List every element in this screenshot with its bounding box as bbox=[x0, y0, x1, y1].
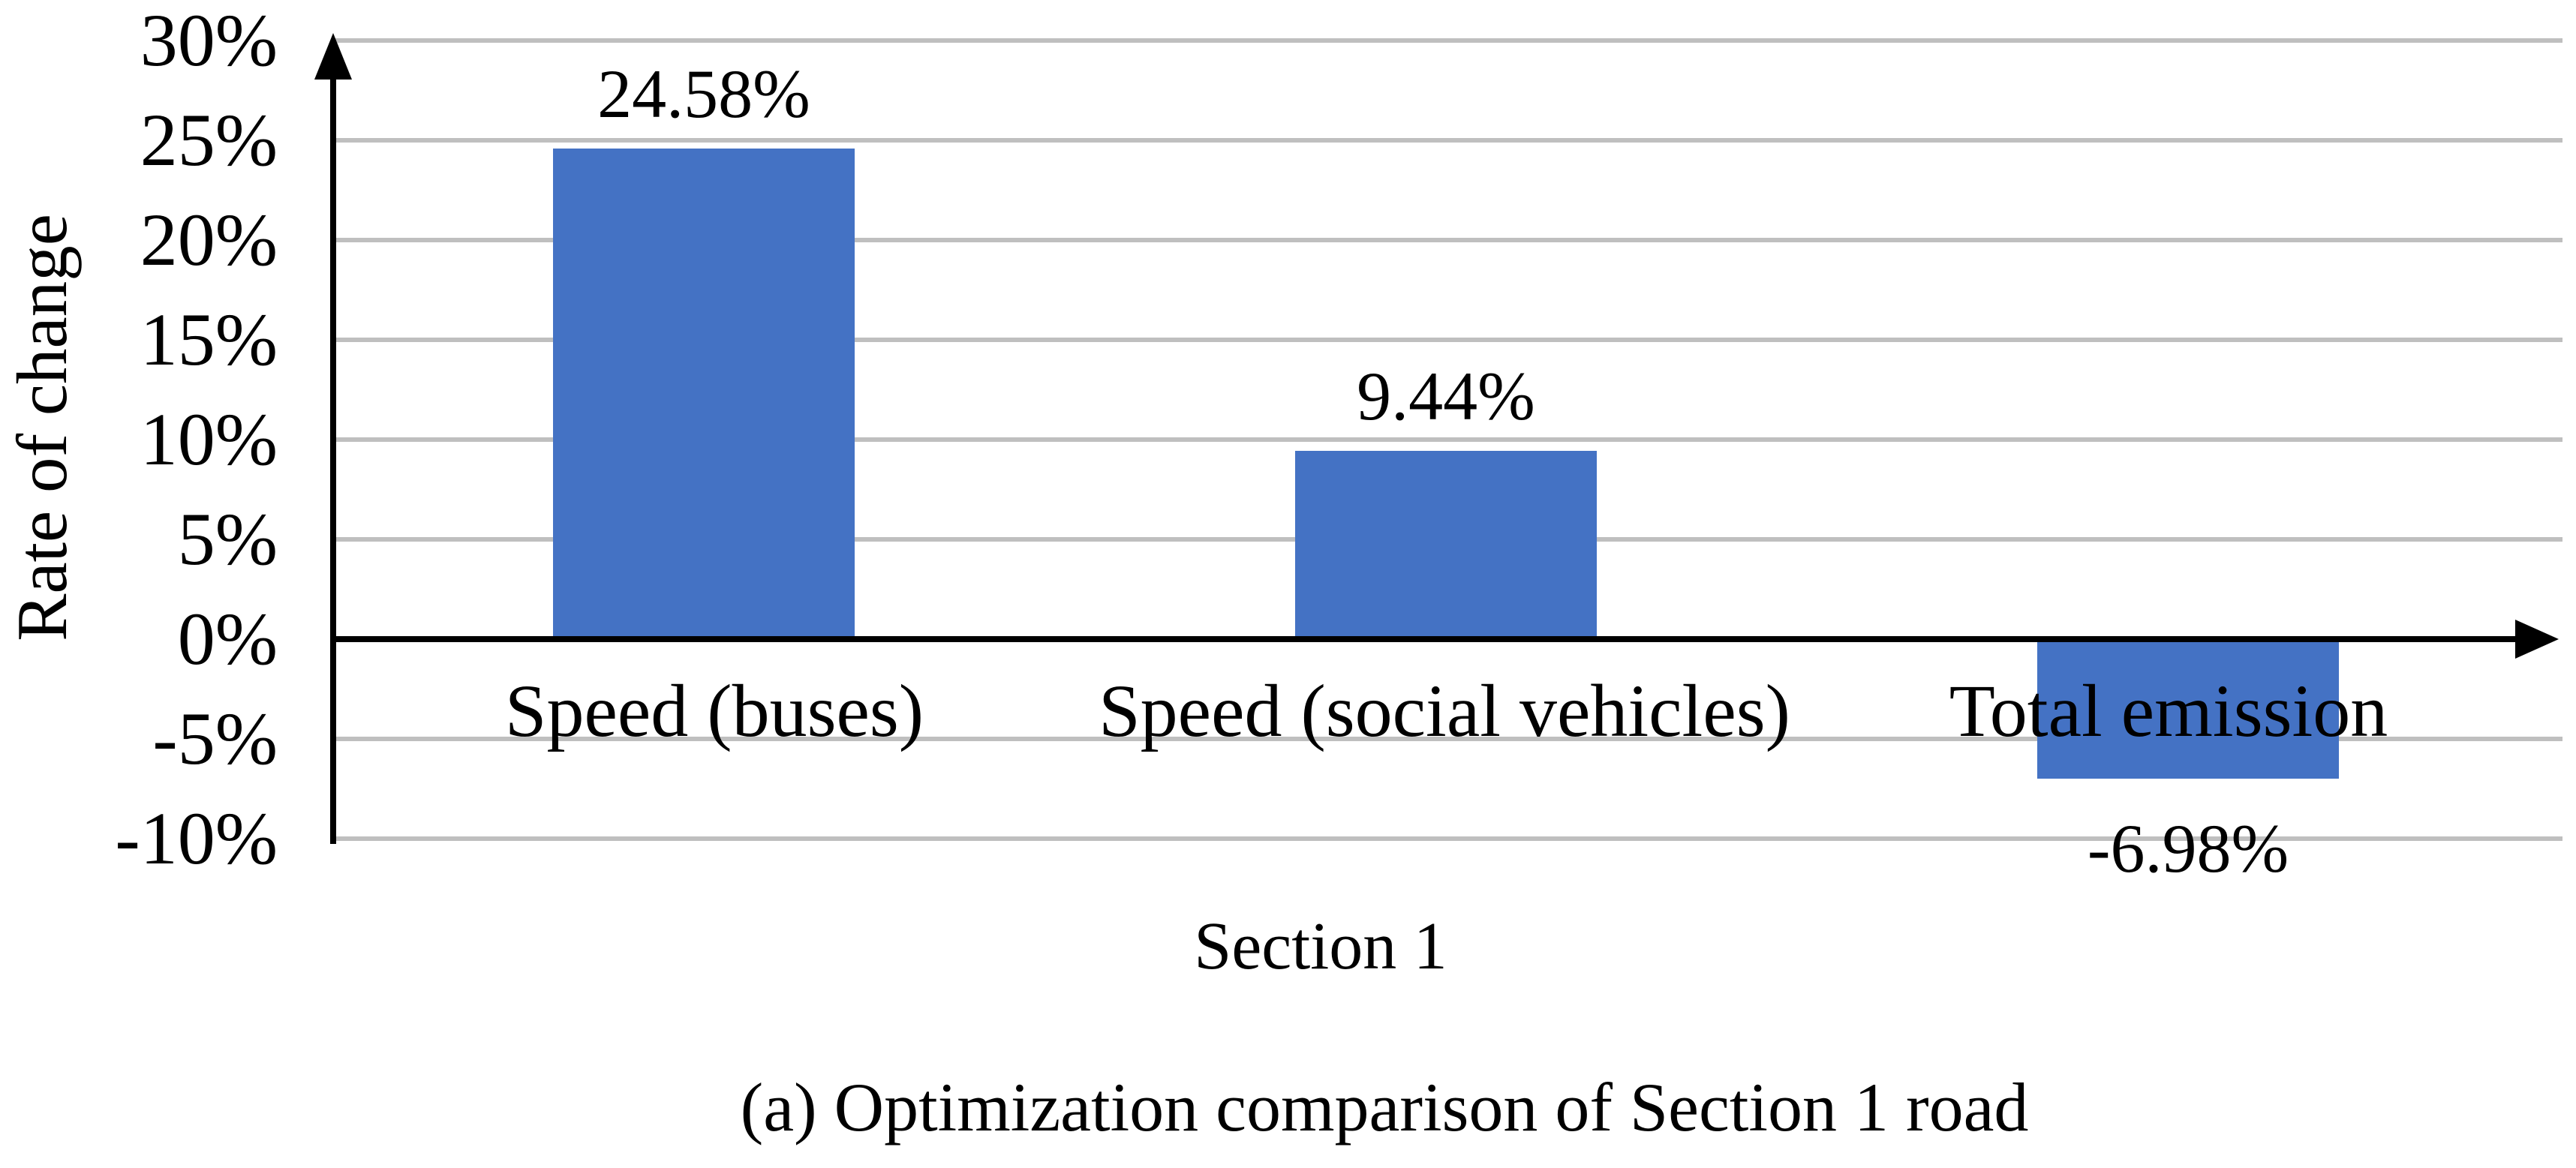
figure-caption: (a) Optimization comparison of Section 1… bbox=[740, 1069, 2029, 1145]
gridline bbox=[333, 836, 2562, 841]
y-tick-label: 5% bbox=[177, 497, 278, 581]
gridline bbox=[333, 338, 2562, 342]
gridline bbox=[333, 38, 2562, 43]
gridline bbox=[333, 737, 2562, 741]
category-label: Speed (buses) bbox=[504, 669, 924, 752]
y-axis-arrow-icon bbox=[314, 33, 352, 80]
y-tick-label: 25% bbox=[140, 98, 278, 182]
y-tick-label: 30% bbox=[140, 0, 278, 82]
data-label: -6.98% bbox=[2087, 809, 2289, 887]
y-tick-label: 20% bbox=[140, 198, 278, 281]
category-label: Total emission bbox=[1949, 669, 2388, 752]
bar-speed-buses bbox=[553, 149, 855, 639]
bar-speed-social-vehicles bbox=[1295, 450, 1597, 639]
gridline bbox=[333, 238, 2562, 242]
y-tick-label: 10% bbox=[140, 398, 278, 481]
x-axis-line bbox=[333, 636, 2515, 642]
y-tick-label: -10% bbox=[115, 797, 278, 880]
gridline bbox=[333, 437, 2562, 442]
category-label: Speed (social vehicles) bbox=[1099, 669, 1790, 752]
y-axis-line bbox=[330, 75, 336, 844]
x-axis-arrow-icon bbox=[2515, 620, 2559, 659]
y-axis-title: Rate of change bbox=[2, 214, 82, 641]
bar-total-emission bbox=[2037, 639, 2339, 779]
data-label: 9.44% bbox=[1357, 357, 1535, 434]
gridline bbox=[333, 138, 2562, 143]
data-label: 24.58% bbox=[597, 56, 810, 133]
y-tick-label: -5% bbox=[152, 697, 278, 780]
y-tick-label: 0% bbox=[177, 597, 278, 680]
x-axis-title: Section 1 bbox=[1194, 909, 1447, 983]
y-tick-label: 15% bbox=[140, 298, 278, 381]
